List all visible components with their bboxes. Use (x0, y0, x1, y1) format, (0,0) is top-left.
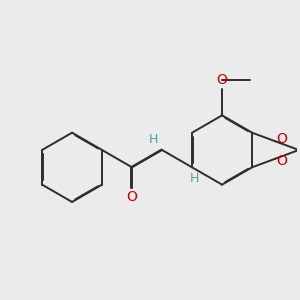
Text: O: O (276, 132, 287, 145)
Text: O: O (127, 190, 137, 204)
Text: H: H (190, 172, 200, 185)
Text: H: H (149, 133, 158, 146)
Text: O: O (276, 154, 287, 168)
Text: O: O (217, 73, 227, 87)
